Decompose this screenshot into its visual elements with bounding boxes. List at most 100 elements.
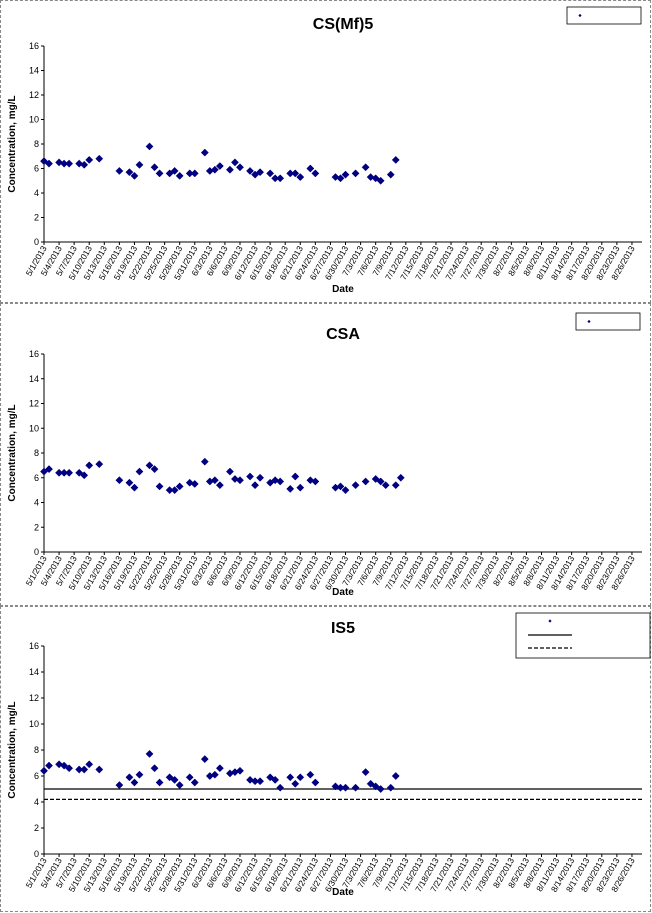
- data-point: [256, 777, 265, 786]
- chart-title: CSA: [326, 326, 360, 343]
- data-point: [306, 164, 315, 173]
- data-point: [391, 481, 400, 490]
- data-point: [200, 755, 209, 764]
- data-point: [170, 166, 179, 175]
- data-point: [381, 481, 390, 490]
- y-tick-label: 2: [34, 522, 39, 532]
- y-tick-label: 10: [29, 115, 39, 125]
- data-point: [130, 171, 139, 180]
- y-tick-label: 16: [29, 349, 39, 359]
- data-point: [45, 159, 53, 168]
- data-point: [341, 783, 350, 792]
- data-point: [351, 169, 360, 178]
- data-point: [95, 460, 104, 469]
- data-point: [391, 155, 400, 164]
- data-point: [246, 166, 254, 175]
- legend-box: [566, 6, 642, 25]
- data-point: [231, 158, 239, 167]
- data-point: [85, 155, 94, 164]
- data-point: [175, 781, 184, 790]
- data-point: [155, 482, 164, 491]
- data-point: [296, 173, 305, 182]
- data-point: [45, 761, 53, 770]
- data-point: [361, 768, 370, 777]
- x-axis-label: Date: [332, 587, 354, 598]
- y-tick-label: 14: [29, 667, 39, 677]
- data-point: [165, 773, 174, 782]
- data-point: [85, 461, 94, 470]
- y-tick-label: 4: [34, 797, 39, 807]
- data-point: [175, 171, 184, 180]
- data-point: [256, 473, 265, 482]
- data-point: [95, 154, 104, 163]
- y-tick-label: 6: [34, 771, 39, 781]
- data-point: [376, 477, 385, 486]
- x-axis-label: Date: [332, 284, 354, 295]
- data-point: [366, 173, 375, 182]
- data-point: [210, 165, 219, 174]
- data-point: [210, 476, 219, 485]
- y-tick-label: 16: [29, 641, 39, 651]
- chart-svg-cs-mf5: CS(Mf)5 Concentration, mg/L Date 0 2 4 6 8 10 12 1…: [7, 6, 642, 295]
- data-point: [311, 778, 320, 787]
- y-tick-label: 0: [34, 237, 39, 247]
- chart-title: IS5: [331, 620, 355, 637]
- data-point: [190, 778, 199, 787]
- data-point: [115, 166, 124, 175]
- data-point: [135, 467, 144, 476]
- y-tick-label: 16: [29, 41, 39, 51]
- y-tick-label: 12: [29, 399, 39, 409]
- data-point: [361, 477, 370, 486]
- y-tick-label: 10: [29, 719, 39, 729]
- data-point: [291, 779, 300, 788]
- chart-panel-csa: CSA Concentration, mg/L Date 0 2 4 6 8 10 12 14 16 5…: [0, 303, 651, 606]
- data-point: [125, 478, 134, 487]
- data-point: [150, 465, 159, 474]
- data-point: [155, 169, 164, 178]
- data-point: [170, 486, 179, 495]
- data-point: [80, 160, 89, 169]
- data-point: [80, 471, 89, 480]
- data-point: [296, 773, 305, 782]
- data-point: [175, 482, 184, 491]
- data-point: [135, 770, 144, 779]
- data-point: [311, 169, 320, 178]
- data-point: [306, 770, 315, 779]
- y-tick-label: 0: [34, 547, 39, 557]
- y-axis-label: Concentration, mg/L: [7, 95, 18, 192]
- data-point: [145, 142, 154, 151]
- data-point: [225, 467, 234, 476]
- data-point: [60, 761, 69, 770]
- data-point: [190, 479, 199, 488]
- y-tick-label: 6: [34, 473, 39, 483]
- data-point: [271, 775, 280, 784]
- data-point: [65, 468, 74, 477]
- data-point: [336, 482, 345, 491]
- data-point: [215, 481, 224, 490]
- data-point: [155, 778, 164, 787]
- data-point: [291, 169, 300, 178]
- y-axis-label: Concentration, mg/L: [7, 404, 18, 501]
- data-point: [115, 476, 124, 485]
- data-point: [85, 760, 94, 769]
- data-point: [341, 486, 350, 495]
- data-point: [145, 749, 154, 758]
- data-point: [276, 477, 285, 486]
- data-point: [200, 148, 209, 157]
- data-point: [266, 169, 275, 178]
- y-tick-label: 14: [29, 374, 39, 384]
- data-point: [115, 781, 124, 790]
- data-point: [236, 766, 244, 775]
- y-tick-label: 8: [34, 745, 39, 755]
- data-point: [130, 778, 139, 787]
- data-point: [351, 481, 360, 490]
- data-point: [276, 783, 285, 792]
- data-point: [286, 484, 295, 493]
- y-tick-label: 4: [34, 188, 39, 198]
- data-point: [336, 174, 345, 183]
- data-point: [145, 461, 154, 470]
- data-point: [376, 785, 385, 793]
- legend-marker: [548, 619, 552, 623]
- data-point: [190, 169, 199, 178]
